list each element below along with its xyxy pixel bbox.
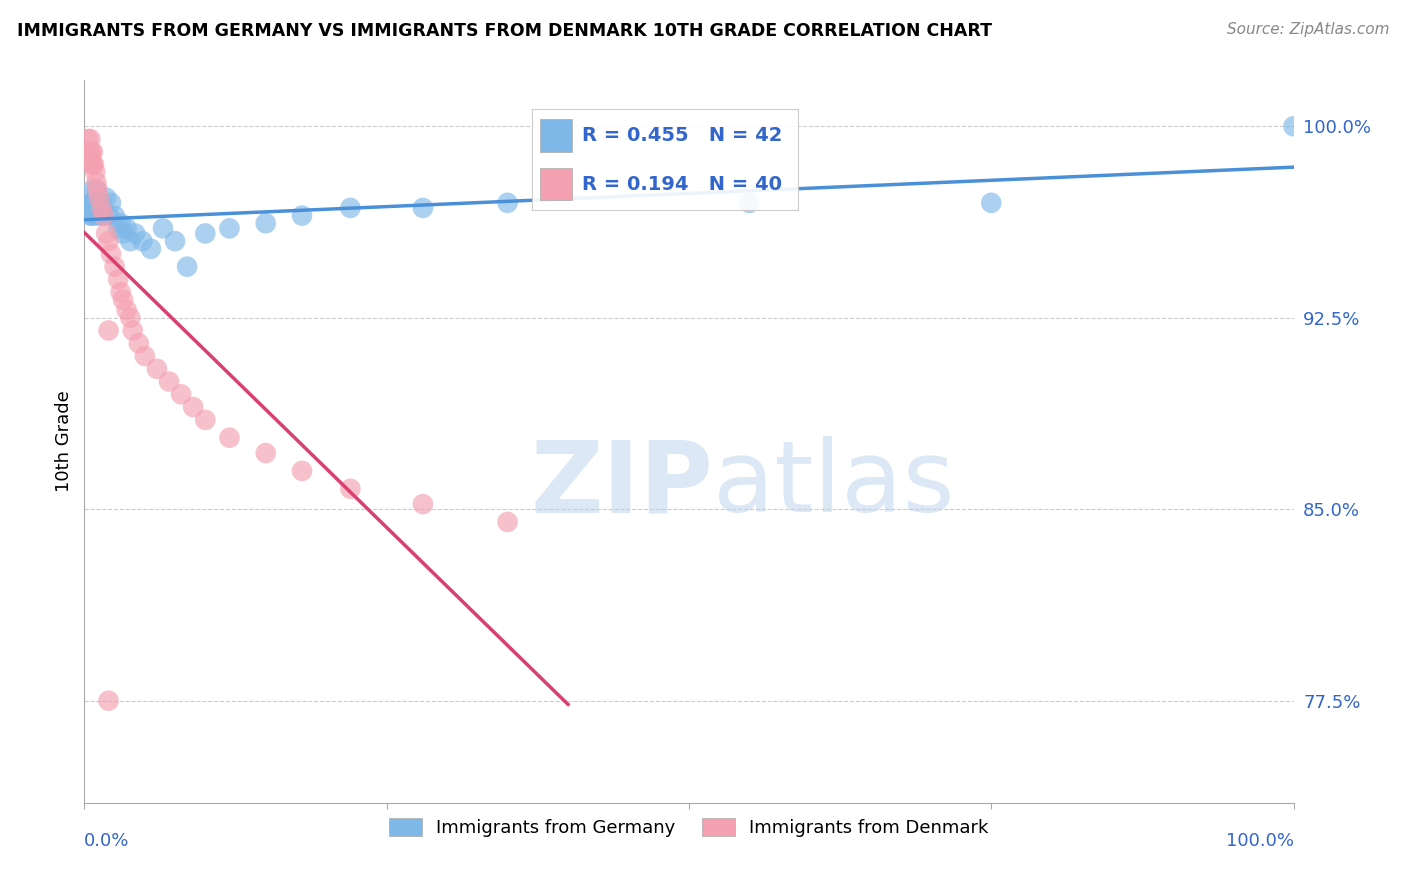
Point	[738, 195, 761, 210]
Point	[128, 336, 150, 351]
Point	[291, 464, 314, 478]
Point	[94, 227, 117, 241]
Point	[97, 694, 120, 708]
Text: Source: ZipAtlas.com: Source: ZipAtlas.com	[1226, 22, 1389, 37]
Point	[339, 482, 361, 496]
Point	[97, 209, 120, 223]
Point	[93, 209, 115, 223]
Point	[80, 145, 103, 159]
Point	[194, 413, 217, 427]
Point	[84, 165, 107, 179]
Point	[94, 191, 117, 205]
Point	[79, 150, 101, 164]
Point	[181, 400, 204, 414]
Point	[90, 195, 112, 210]
Text: IMMIGRANTS FROM GERMANY VS IMMIGRANTS FROM DENMARK 10TH GRADE CORRELATION CHART: IMMIGRANTS FROM GERMANY VS IMMIGRANTS FR…	[17, 22, 991, 40]
Point	[120, 234, 142, 248]
Point	[93, 209, 115, 223]
Point	[112, 227, 135, 241]
Point	[339, 201, 361, 215]
Point	[115, 303, 138, 318]
Text: 0.0%: 0.0%	[84, 831, 129, 850]
Point	[86, 183, 108, 197]
Point	[87, 191, 110, 205]
Point	[82, 183, 104, 197]
Point	[1282, 120, 1305, 134]
Point	[254, 216, 277, 230]
Point	[412, 201, 434, 215]
Text: 100.0%: 100.0%	[1226, 831, 1294, 850]
Point	[121, 323, 143, 337]
Point	[90, 201, 112, 215]
Point	[77, 145, 100, 159]
Point	[84, 195, 107, 210]
Text: atlas: atlas	[713, 436, 955, 533]
Point	[86, 195, 108, 210]
Point	[86, 201, 108, 215]
Point	[165, 234, 187, 248]
Point	[87, 191, 110, 205]
Point	[218, 221, 240, 235]
Point	[176, 260, 198, 274]
Point	[82, 157, 104, 171]
Point	[980, 195, 1002, 210]
Point	[194, 227, 217, 241]
Point	[112, 293, 135, 307]
Point	[79, 132, 101, 146]
Point	[82, 145, 104, 159]
Y-axis label: 10th Grade: 10th Grade	[55, 391, 73, 492]
Point	[291, 209, 314, 223]
Point	[218, 431, 240, 445]
Point	[110, 285, 132, 300]
Point	[496, 195, 519, 210]
Point	[79, 195, 101, 210]
Point	[146, 361, 169, 376]
Point	[83, 201, 105, 215]
Point	[100, 195, 122, 210]
Point	[80, 209, 103, 223]
Point	[104, 260, 127, 274]
Point	[86, 175, 108, 189]
Point	[134, 349, 156, 363]
Point	[86, 183, 108, 197]
Legend: Immigrants from Germany, Immigrants from Denmark: Immigrants from Germany, Immigrants from…	[382, 811, 995, 845]
Point	[170, 387, 193, 401]
Text: ZIP: ZIP	[530, 436, 713, 533]
Point	[131, 234, 153, 248]
Point	[139, 242, 162, 256]
Point	[412, 497, 434, 511]
Point	[107, 272, 129, 286]
Point	[83, 195, 105, 210]
Point	[496, 515, 519, 529]
Point	[91, 201, 114, 215]
Point	[80, 157, 103, 171]
Point	[115, 221, 138, 235]
Point	[79, 209, 101, 223]
Point	[110, 216, 132, 230]
Point	[82, 195, 104, 210]
Point	[97, 323, 120, 337]
Point	[152, 221, 174, 235]
Point	[77, 132, 100, 146]
Point	[157, 375, 180, 389]
Point	[254, 446, 277, 460]
Point	[120, 310, 142, 325]
Point	[83, 157, 105, 171]
Point	[124, 227, 146, 241]
Point	[100, 247, 122, 261]
Point	[84, 209, 107, 223]
Point	[89, 209, 111, 223]
Point	[104, 209, 127, 223]
Point	[107, 221, 129, 235]
Point	[97, 234, 120, 248]
